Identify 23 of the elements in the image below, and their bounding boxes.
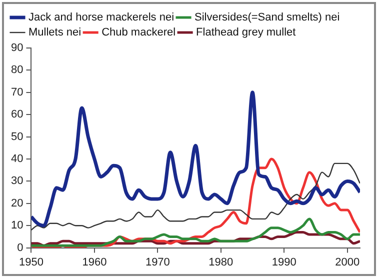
legend-label: Mullets nei	[28, 26, 82, 39]
y-tick-label: 40	[10, 153, 24, 166]
y-tick-label: 90	[10, 42, 24, 54]
legend-label: Silversides(=Sand smelts) nei	[194, 12, 340, 24]
y-tick-label: 70	[10, 86, 24, 98]
line-series	[31, 162, 360, 231]
legend-label: Flathead grey mullet	[196, 26, 296, 39]
y-tick-label: 80	[10, 64, 24, 76]
x-tick-label: 1970	[145, 256, 170, 268]
y-tick-label: 20	[10, 197, 24, 210]
legend-label: Jack and horse mackerels nei	[28, 12, 174, 24]
x-tick-label: 1950	[18, 256, 44, 268]
y-tick-label: 50	[10, 130, 24, 143]
x-tick-label: 1990	[272, 256, 296, 268]
y-tick-label: 10	[10, 220, 24, 232]
y-tick-label: 60	[10, 108, 24, 121]
y-tick-label: 30	[10, 175, 24, 188]
y-tick-label: 0	[17, 242, 24, 254]
x-tick-label: 1960	[82, 256, 107, 268]
x-tick-label: 2000	[335, 256, 360, 268]
legend-label: Chub mackerel	[102, 26, 176, 39]
line-series	[31, 90, 360, 228]
x-tick-label: 1980	[208, 256, 234, 268]
